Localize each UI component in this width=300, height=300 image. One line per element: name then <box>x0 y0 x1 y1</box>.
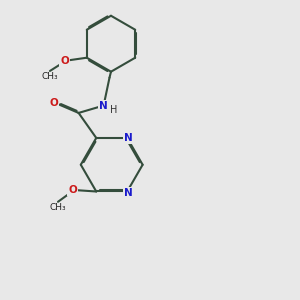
Text: CH₃: CH₃ <box>42 72 58 81</box>
Text: O: O <box>68 185 77 195</box>
Text: N: N <box>124 188 133 198</box>
Text: CH₃: CH₃ <box>50 203 66 212</box>
Text: H: H <box>110 105 118 115</box>
Text: O: O <box>60 56 69 66</box>
Text: N: N <box>124 133 133 143</box>
Text: N: N <box>99 100 108 111</box>
Text: O: O <box>49 98 58 108</box>
